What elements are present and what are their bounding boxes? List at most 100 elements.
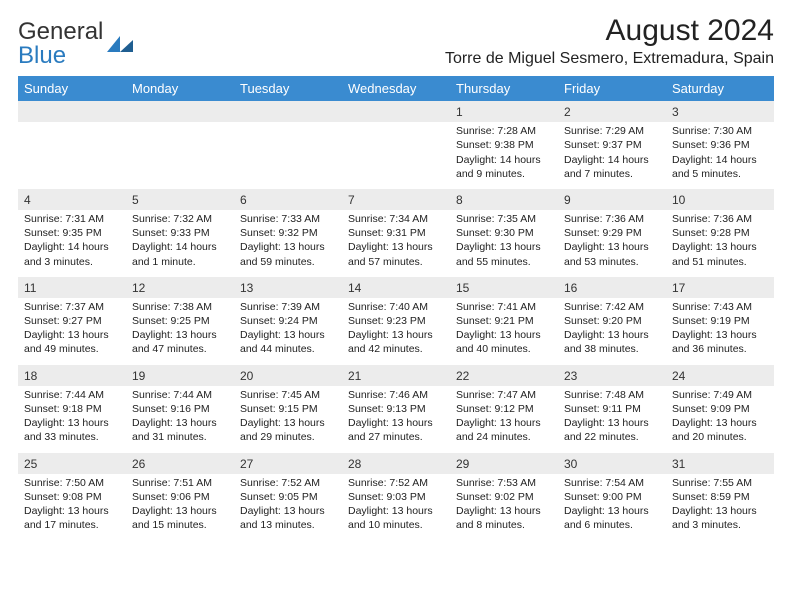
day-body-cell: Sunrise: 7:31 AMSunset: 9:35 PMDaylight:… xyxy=(18,210,126,277)
sunset-text: Sunset: 9:20 PM xyxy=(564,314,660,328)
day-body-cell: Sunrise: 7:32 AMSunset: 9:33 PMDaylight:… xyxy=(126,210,234,277)
day-number-cell: 5 xyxy=(126,189,234,210)
day-number-cell: 20 xyxy=(234,365,342,386)
day-body-cell: Sunrise: 7:48 AMSunset: 9:11 PMDaylight:… xyxy=(558,386,666,453)
day-body-cell: Sunrise: 7:44 AMSunset: 9:18 PMDaylight:… xyxy=(18,386,126,453)
daylight-text: Daylight: 13 hours and 33 minutes. xyxy=(24,416,120,444)
calendar-weekday-header: SundayMondayTuesdayWednesdayThursdayFrid… xyxy=(18,76,774,101)
day-number-cell: 9 xyxy=(558,189,666,210)
sunset-text: Sunset: 9:16 PM xyxy=(132,402,228,416)
daylight-text: Daylight: 13 hours and 36 minutes. xyxy=(672,328,768,356)
brand-logo: General Blue xyxy=(18,20,133,68)
day-number-cell: 8 xyxy=(450,189,558,210)
sunrise-text: Sunrise: 7:33 AM xyxy=(240,212,336,226)
day-body-cell xyxy=(18,122,126,189)
day-number-cell: 1 xyxy=(450,101,558,122)
daylight-text: Daylight: 13 hours and 3 minutes. xyxy=(672,504,768,532)
day-body-cell: Sunrise: 7:28 AMSunset: 9:38 PMDaylight:… xyxy=(450,122,558,189)
sunrise-text: Sunrise: 7:51 AM xyxy=(132,476,228,490)
day-number-cell: 31 xyxy=(666,453,774,474)
day-body-row: Sunrise: 7:37 AMSunset: 9:27 PMDaylight:… xyxy=(18,298,774,365)
sunrise-text: Sunrise: 7:45 AM xyxy=(240,388,336,402)
sunrise-text: Sunrise: 7:32 AM xyxy=(132,212,228,226)
day-body-cell: Sunrise: 7:35 AMSunset: 9:30 PMDaylight:… xyxy=(450,210,558,277)
daylight-text: Daylight: 13 hours and 31 minutes. xyxy=(132,416,228,444)
daylight-text: Daylight: 13 hours and 38 minutes. xyxy=(564,328,660,356)
day-body-cell: Sunrise: 7:45 AMSunset: 9:15 PMDaylight:… xyxy=(234,386,342,453)
title-block: August 2024 Torre de Miguel Sesmero, Ext… xyxy=(445,14,774,68)
day-number-cell: 10 xyxy=(666,189,774,210)
sunset-text: Sunset: 9:36 PM xyxy=(672,138,768,152)
weekday-header: Wednesday xyxy=(342,76,450,101)
calendar-table: SundayMondayTuesdayWednesdayThursdayFrid… xyxy=(18,76,774,540)
sunset-text: Sunset: 9:29 PM xyxy=(564,226,660,240)
day-body-cell xyxy=(234,122,342,189)
daylight-text: Daylight: 13 hours and 47 minutes. xyxy=(132,328,228,356)
day-body-row: Sunrise: 7:31 AMSunset: 9:35 PMDaylight:… xyxy=(18,210,774,277)
day-body-cell: Sunrise: 7:53 AMSunset: 9:02 PMDaylight:… xyxy=(450,474,558,541)
day-body-cell: Sunrise: 7:33 AMSunset: 9:32 PMDaylight:… xyxy=(234,210,342,277)
weekday-header: Tuesday xyxy=(234,76,342,101)
day-number-cell: 30 xyxy=(558,453,666,474)
sunset-text: Sunset: 9:19 PM xyxy=(672,314,768,328)
day-number-cell: 3 xyxy=(666,101,774,122)
daylight-text: Daylight: 14 hours and 7 minutes. xyxy=(564,153,660,181)
daylight-text: Daylight: 13 hours and 29 minutes. xyxy=(240,416,336,444)
day-body-cell: Sunrise: 7:44 AMSunset: 9:16 PMDaylight:… xyxy=(126,386,234,453)
daylight-text: Daylight: 13 hours and 44 minutes. xyxy=(240,328,336,356)
daylight-text: Daylight: 13 hours and 13 minutes. xyxy=(240,504,336,532)
sunrise-text: Sunrise: 7:53 AM xyxy=(456,476,552,490)
day-body-cell: Sunrise: 7:50 AMSunset: 9:08 PMDaylight:… xyxy=(18,474,126,541)
daylight-text: Daylight: 13 hours and 59 minutes. xyxy=(240,240,336,268)
day-number-cell: 15 xyxy=(450,277,558,298)
day-number-cell: 19 xyxy=(126,365,234,386)
month-title: August 2024 xyxy=(445,14,774,48)
daylight-text: Daylight: 13 hours and 42 minutes. xyxy=(348,328,444,356)
day-body-cell: Sunrise: 7:52 AMSunset: 9:05 PMDaylight:… xyxy=(234,474,342,541)
sunrise-text: Sunrise: 7:44 AM xyxy=(24,388,120,402)
day-number-cell xyxy=(234,101,342,122)
sunrise-text: Sunrise: 7:55 AM xyxy=(672,476,768,490)
day-number-cell: 6 xyxy=(234,189,342,210)
weekday-header: Monday xyxy=(126,76,234,101)
daylight-text: Daylight: 13 hours and 57 minutes. xyxy=(348,240,444,268)
day-number-row: 123 xyxy=(18,101,774,122)
day-body-row: Sunrise: 7:50 AMSunset: 9:08 PMDaylight:… xyxy=(18,474,774,541)
day-body-row: Sunrise: 7:28 AMSunset: 9:38 PMDaylight:… xyxy=(18,122,774,189)
sunset-text: Sunset: 8:59 PM xyxy=(672,490,768,504)
sunset-text: Sunset: 9:33 PM xyxy=(132,226,228,240)
day-number-cell: 29 xyxy=(450,453,558,474)
sunrise-text: Sunrise: 7:30 AM xyxy=(672,124,768,138)
weekday-header: Friday xyxy=(558,76,666,101)
sunrise-text: Sunrise: 7:36 AM xyxy=(672,212,768,226)
day-number-cell: 27 xyxy=(234,453,342,474)
day-number-cell: 18 xyxy=(18,365,126,386)
sunset-text: Sunset: 9:03 PM xyxy=(348,490,444,504)
day-number-cell: 28 xyxy=(342,453,450,474)
calendar-body: 123Sunrise: 7:28 AMSunset: 9:38 PMDaylig… xyxy=(18,101,774,540)
day-body-cell: Sunrise: 7:49 AMSunset: 9:09 PMDaylight:… xyxy=(666,386,774,453)
day-number-cell: 12 xyxy=(126,277,234,298)
sunrise-text: Sunrise: 7:48 AM xyxy=(564,388,660,402)
sunset-text: Sunset: 9:30 PM xyxy=(456,226,552,240)
sunset-text: Sunset: 9:28 PM xyxy=(672,226,768,240)
sunset-text: Sunset: 9:09 PM xyxy=(672,402,768,416)
daylight-text: Daylight: 13 hours and 55 minutes. xyxy=(456,240,552,268)
day-number-cell: 4 xyxy=(18,189,126,210)
daylight-text: Daylight: 13 hours and 53 minutes. xyxy=(564,240,660,268)
daylight-text: Daylight: 14 hours and 9 minutes. xyxy=(456,153,552,181)
sunset-text: Sunset: 9:02 PM xyxy=(456,490,552,504)
sunset-text: Sunset: 9:32 PM xyxy=(240,226,336,240)
sunset-text: Sunset: 9:11 PM xyxy=(564,402,660,416)
day-number-cell xyxy=(126,101,234,122)
sunset-text: Sunset: 9:24 PM xyxy=(240,314,336,328)
sunrise-text: Sunrise: 7:29 AM xyxy=(564,124,660,138)
day-body-cell: Sunrise: 7:46 AMSunset: 9:13 PMDaylight:… xyxy=(342,386,450,453)
daylight-text: Daylight: 14 hours and 1 minute. xyxy=(132,240,228,268)
logo-word2: Blue xyxy=(18,42,66,69)
day-body-cell: Sunrise: 7:40 AMSunset: 9:23 PMDaylight:… xyxy=(342,298,450,365)
day-number-cell: 24 xyxy=(666,365,774,386)
daylight-text: Daylight: 13 hours and 51 minutes. xyxy=(672,240,768,268)
sunrise-text: Sunrise: 7:36 AM xyxy=(564,212,660,226)
weekday-header: Thursday xyxy=(450,76,558,101)
